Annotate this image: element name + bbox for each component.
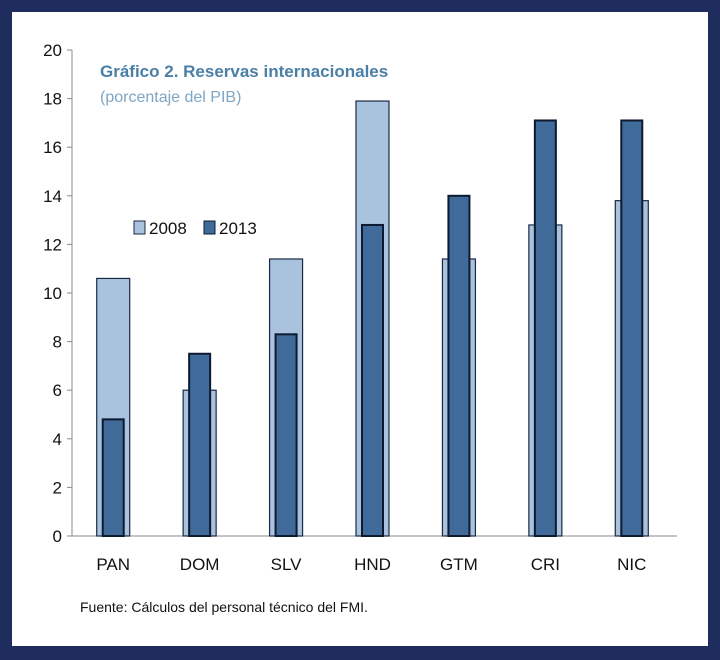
bar-2013-cri <box>533 119 557 537</box>
x-tick-labels: PAN DOM SLV HND GTM CRI NIC <box>96 555 646 574</box>
x-tick-label-gtm: GTM <box>440 555 478 574</box>
bar-2013-dom <box>188 352 212 537</box>
y-tick-label: 14 <box>43 187 62 206</box>
bar-2013-slv <box>274 333 298 537</box>
y-tick-label: 6 <box>53 381 62 400</box>
chart-title: Gráfico 2. Reservas internacionales <box>100 62 388 81</box>
y-tick-label: 0 <box>53 527 62 546</box>
bar-2013-pan <box>101 418 125 537</box>
x-tick-label-nic: NIC <box>617 555 646 574</box>
bar-2013-nic <box>620 119 644 537</box>
x-tick-label-slv: SLV <box>271 555 303 574</box>
y-tick-label: 20 <box>43 41 62 60</box>
y-tick-label: 8 <box>53 333 62 352</box>
legend-label-2008: 2008 <box>149 219 187 238</box>
legend-swatch-2008 <box>133 220 146 235</box>
chart-frame: 0 2 4 6 8 10 12 14 16 18 20 PAN DOM SLV HND GTM CRI NIC … <box>12 12 708 646</box>
y-tick-label: 2 <box>53 478 62 497</box>
x-tick-label-pan: PAN <box>96 555 130 574</box>
chart-subtitle: (porcentaje del PIB) <box>100 89 241 106</box>
source-note: Fuente: Cálculos del personal técnico de… <box>80 599 368 615</box>
x-tick-label-cri: CRI <box>531 555 560 574</box>
y-tick-label: 4 <box>53 430 62 449</box>
x-tick-label-hnd: HND <box>354 555 391 574</box>
legend: 2008 2013 <box>133 219 257 238</box>
legend-label-2013: 2013 <box>219 219 257 238</box>
bar-2013-hnd <box>361 223 384 538</box>
legend-swatch-2013 <box>203 220 216 235</box>
bar-2013-gtm <box>447 194 471 538</box>
y-tick-label: 12 <box>43 235 62 254</box>
x-tick-label-dom: DOM <box>180 555 220 574</box>
y-tick-label: 16 <box>43 138 62 157</box>
y-tick-label: 18 <box>43 90 62 109</box>
bars <box>96 100 649 538</box>
y-tick-labels: 0 2 4 6 8 10 12 14 16 18 20 <box>43 41 62 546</box>
y-tick-label: 10 <box>43 284 62 303</box>
